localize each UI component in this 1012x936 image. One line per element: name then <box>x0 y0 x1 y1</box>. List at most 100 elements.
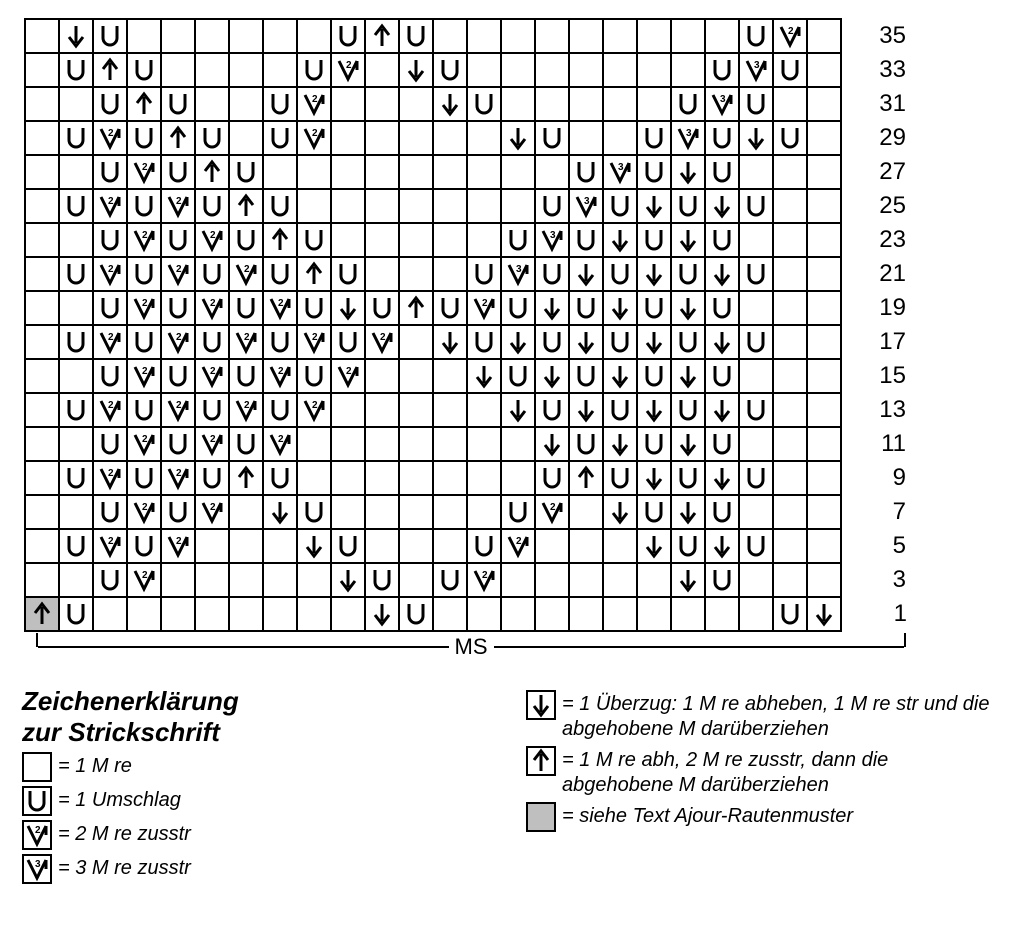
legend-text: = siehe Text Ajour-Rautenmuster <box>562 802 853 829</box>
chart-cell: 3 <box>671 121 705 155</box>
chart-cell <box>739 87 773 121</box>
chart-cell <box>195 325 229 359</box>
chart-cell <box>297 563 331 597</box>
chart-cell <box>705 189 739 223</box>
svg-text:2: 2 <box>108 468 114 479</box>
chart-cell <box>195 529 229 563</box>
chart-cell: 2 <box>467 291 501 325</box>
chart-cell <box>195 19 229 53</box>
chart-cell <box>331 155 365 189</box>
svg-text:2: 2 <box>278 298 284 309</box>
chart-cell <box>433 427 467 461</box>
svg-text:2: 2 <box>35 825 41 836</box>
chart-cell <box>739 529 773 563</box>
chart-cell <box>535 121 569 155</box>
chart-cell <box>127 393 161 427</box>
chart-cell: 2 <box>161 461 195 495</box>
chart-cell <box>59 495 93 529</box>
chart-cell <box>25 461 59 495</box>
row-number: 27 <box>841 155 907 189</box>
row-number: 7 <box>841 495 907 529</box>
chart-cell: 2 <box>161 529 195 563</box>
chart-cell <box>195 121 229 155</box>
chart-cell <box>535 53 569 87</box>
chart-cell <box>535 427 569 461</box>
legend-symbol <box>526 746 556 776</box>
chart-cell <box>773 393 807 427</box>
row-number: 29 <box>841 121 907 155</box>
chart-cell <box>501 359 535 393</box>
chart-cell <box>229 121 263 155</box>
chart-cell <box>127 529 161 563</box>
chart-cell <box>603 19 637 53</box>
chart-cell <box>59 53 93 87</box>
chart-cell <box>433 19 467 53</box>
chart-cell <box>93 53 127 87</box>
chart-cell <box>705 53 739 87</box>
chart-cell: 3 <box>603 155 637 189</box>
chart-cell <box>739 495 773 529</box>
chart-cell <box>365 189 399 223</box>
chart-cell <box>773 563 807 597</box>
chart-cell <box>127 257 161 291</box>
chart-cell <box>59 529 93 563</box>
chart-cell <box>297 529 331 563</box>
chart-cell <box>739 359 773 393</box>
svg-text:3: 3 <box>720 94 726 105</box>
chart-cell <box>297 291 331 325</box>
chart-cell <box>161 223 195 257</box>
row-number: 9 <box>841 461 907 495</box>
chart-cell <box>229 427 263 461</box>
chart-cell <box>433 121 467 155</box>
chart-cell <box>671 495 705 529</box>
chart-cell <box>535 257 569 291</box>
chart-cell: 2 <box>331 359 365 393</box>
chart-cell <box>467 597 501 631</box>
chart-cell <box>331 597 365 631</box>
chart-cell: 2 <box>263 359 297 393</box>
chart-cell <box>93 427 127 461</box>
chart-cell <box>501 427 535 461</box>
chart-cell <box>399 597 433 631</box>
knitting-chart: 2352333233122329232722325223232223212222… <box>24 18 1000 660</box>
chart-grid: 2352333233122329232722325223232223212222… <box>24 18 908 632</box>
svg-text:2: 2 <box>346 366 352 377</box>
chart-cell <box>773 325 807 359</box>
chart-cell <box>603 597 637 631</box>
chart-cell <box>433 563 467 597</box>
chart-cell <box>603 189 637 223</box>
chart-cell <box>739 223 773 257</box>
chart-cell: 2 <box>127 155 161 189</box>
legend-symbol: 2 <box>22 820 52 850</box>
chart-cell <box>637 257 671 291</box>
chart-cell <box>229 563 263 597</box>
chart-cell <box>229 529 263 563</box>
chart-cell <box>25 223 59 257</box>
legend-text: = 1 M re <box>58 752 132 779</box>
chart-cell <box>59 393 93 427</box>
chart-cell <box>467 223 501 257</box>
chart-cell <box>365 427 399 461</box>
chart-cell <box>739 563 773 597</box>
chart-cell <box>297 189 331 223</box>
chart-cell <box>399 53 433 87</box>
chart-cell <box>161 563 195 597</box>
chart-cell <box>807 359 841 393</box>
legend-item: 3= 3 M re zusstr <box>22 854 486 884</box>
svg-text:3: 3 <box>584 196 590 207</box>
chart-cell: 2 <box>161 189 195 223</box>
chart-cell <box>263 223 297 257</box>
chart-cell <box>127 189 161 223</box>
chart-cell: 2 <box>93 189 127 223</box>
chart-cell <box>501 121 535 155</box>
chart-cell <box>331 529 365 563</box>
chart-cell <box>705 563 739 597</box>
chart-cell <box>637 563 671 597</box>
chart-cell <box>127 53 161 87</box>
chart-cell <box>433 53 467 87</box>
legend-text: = 1 Umschlag <box>58 786 181 813</box>
chart-cell <box>229 155 263 189</box>
chart-cell <box>637 53 671 87</box>
chart-cell <box>535 393 569 427</box>
chart-cell <box>263 495 297 529</box>
